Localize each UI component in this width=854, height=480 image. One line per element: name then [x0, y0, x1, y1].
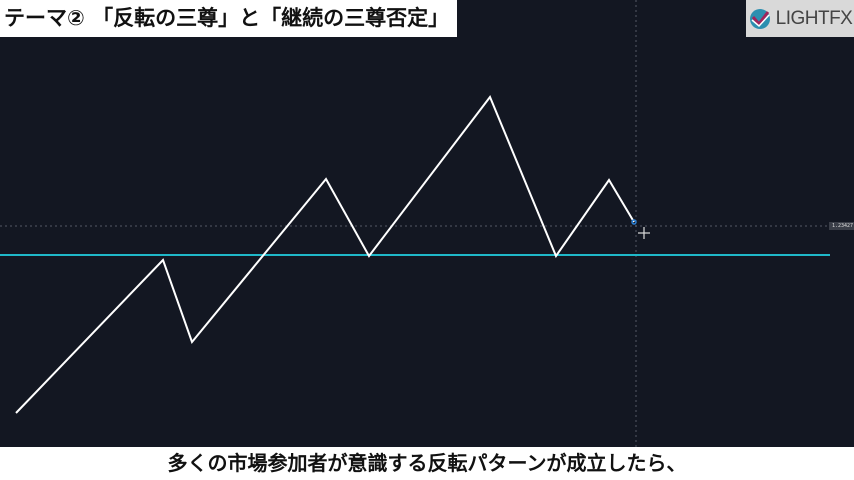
page-title: テーマ② 「反転の三尊」と「継続の三尊否定」 — [0, 0, 458, 37]
logo: LIGHTFX — [746, 0, 854, 37]
price-line — [15, 95, 635, 414]
price-axis-label: 1.23427 — [829, 222, 854, 230]
subtitle-caption: 多くの市場参加者が意識する反転パターンが成立したら、 — [0, 447, 854, 480]
crosshair-cursor-icon — [638, 227, 650, 239]
logo-text: LIGHTFX — [775, 7, 853, 29]
logo-mark-icon — [749, 8, 770, 29]
line-endpoint-handle[interactable] — [631, 219, 637, 225]
